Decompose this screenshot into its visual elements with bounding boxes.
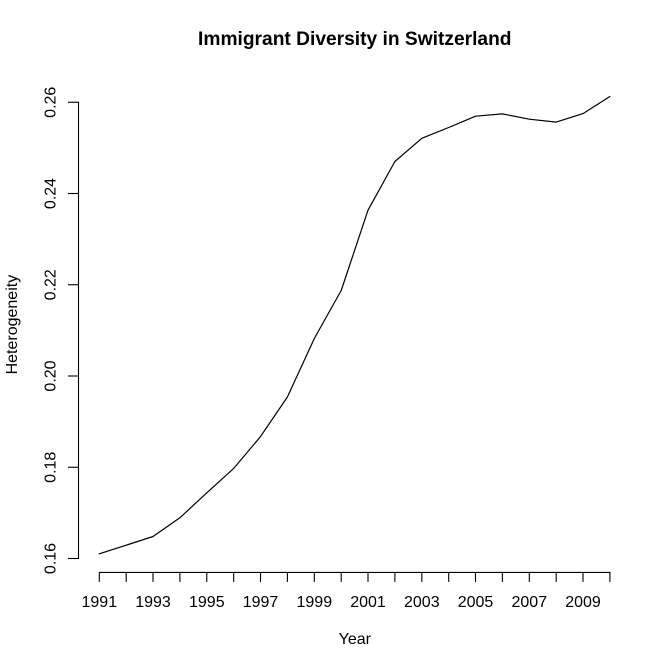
svg-text:1993: 1993 xyxy=(135,594,171,611)
svg-text:Heterogeneity: Heterogeneity xyxy=(4,275,21,375)
svg-text:Immigrant Diversity in Switzer: Immigrant Diversity in Switzerland xyxy=(198,29,511,50)
svg-text:0.16: 0.16 xyxy=(43,543,60,574)
svg-text:0.20: 0.20 xyxy=(43,360,60,391)
svg-text:1999: 1999 xyxy=(297,594,333,611)
svg-text:2001: 2001 xyxy=(350,594,386,611)
svg-text:2007: 2007 xyxy=(512,594,548,611)
svg-text:0.22: 0.22 xyxy=(43,269,60,300)
svg-text:1991: 1991 xyxy=(82,594,118,611)
svg-text:2003: 2003 xyxy=(404,594,440,611)
svg-text:2009: 2009 xyxy=(565,594,601,611)
svg-text:0.26: 0.26 xyxy=(43,87,60,118)
svg-text:2005: 2005 xyxy=(458,594,494,611)
svg-text:0.18: 0.18 xyxy=(43,452,60,483)
svg-text:1995: 1995 xyxy=(189,594,225,611)
svg-text:1997: 1997 xyxy=(243,594,279,611)
svg-text:0.24: 0.24 xyxy=(43,178,60,209)
svg-text:Year: Year xyxy=(339,631,372,648)
